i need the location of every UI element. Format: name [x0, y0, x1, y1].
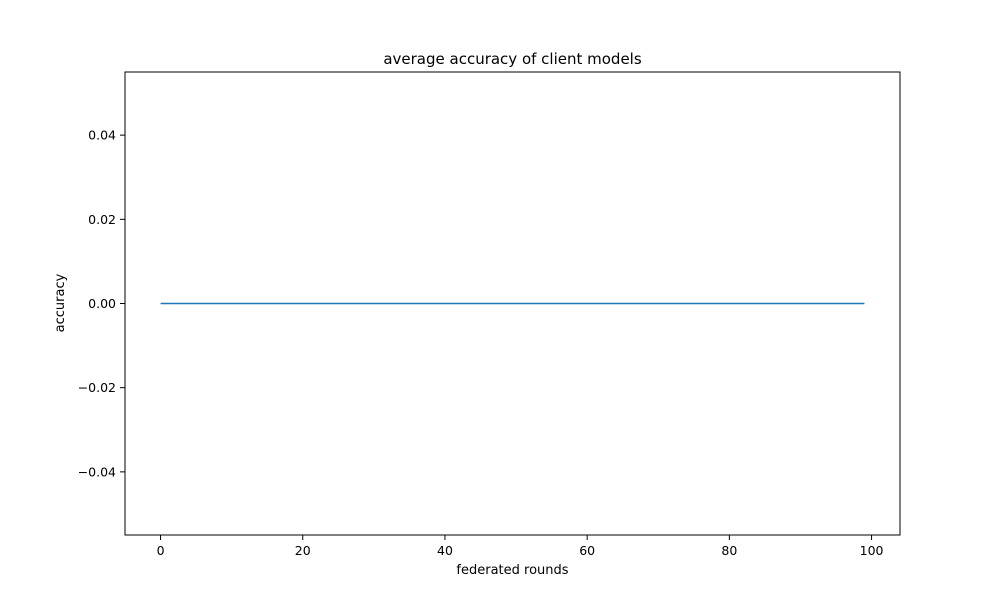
- y-tick-label: 0.04: [88, 128, 116, 143]
- x-tick-label: 80: [721, 543, 737, 558]
- y-axis-label: accuracy: [53, 273, 68, 332]
- y-tick-label: 0.00: [88, 296, 116, 311]
- y-tick-label: 0.02: [88, 212, 116, 227]
- x-tick-label: 100: [860, 543, 884, 558]
- x-tick-label: 0: [157, 543, 165, 558]
- x-tick-label: 60: [579, 543, 595, 558]
- y-tick-label: −0.04: [78, 464, 116, 479]
- x-axis-ticks: 0 20 40 60 80 100: [157, 535, 884, 558]
- chart-title: average accuracy of client models: [383, 50, 642, 68]
- x-tick-label: 20: [295, 543, 311, 558]
- x-tick-label: 40: [437, 543, 453, 558]
- y-tick-label: −0.02: [78, 380, 116, 395]
- y-axis-ticks: −0.04 −0.02 0.00 0.02 0.04: [78, 128, 125, 479]
- x-axis-label: federated rounds: [456, 563, 568, 578]
